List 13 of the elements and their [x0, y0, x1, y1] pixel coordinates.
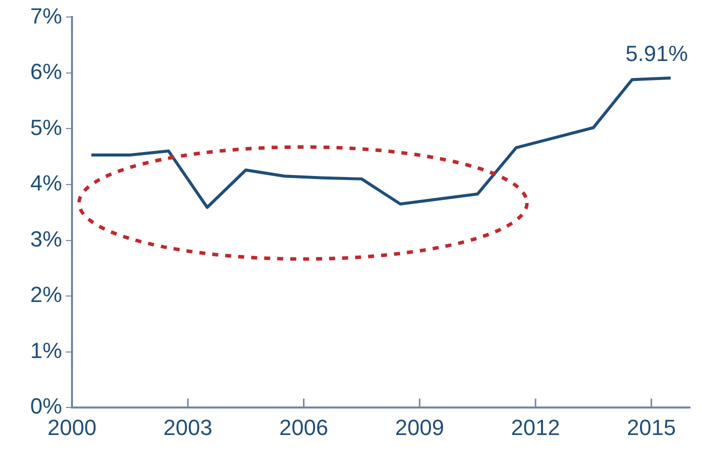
y-tick-label: 1%: [30, 338, 62, 363]
y-tick-label: 2%: [30, 282, 62, 308]
x-tick-label: 2012: [511, 414, 560, 440]
y-tick-label: 3%: [30, 226, 62, 252]
data-label: 5.91%: [625, 41, 688, 66]
y-tick-label: 6%: [30, 59, 62, 84]
x-tick-label: 2003: [163, 414, 212, 440]
x-tick-label: 2006: [279, 414, 328, 440]
y-tick-label: 4%: [30, 170, 62, 196]
y-tick-label: 5%: [30, 114, 62, 140]
x-tick-label: 2009: [395, 414, 444, 440]
y-tick-label: 7%: [30, 3, 62, 28]
x-tick-label: 2015: [626, 414, 676, 440]
